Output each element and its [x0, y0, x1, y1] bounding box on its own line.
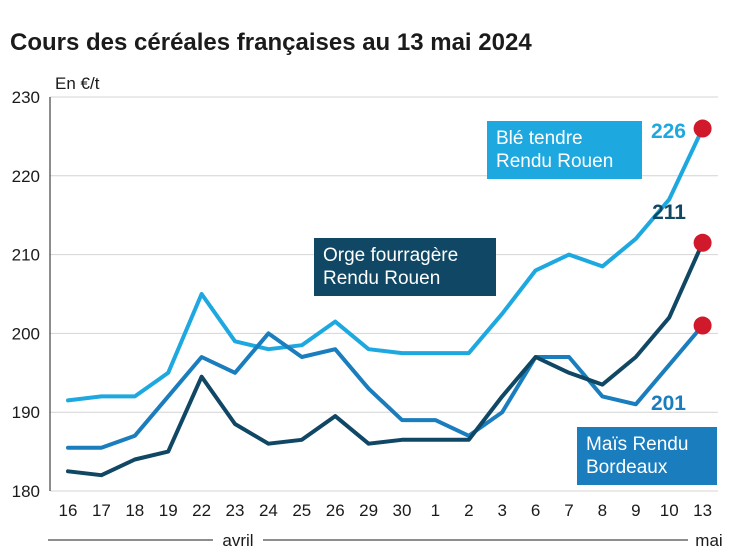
- x-tick-label: 8: [598, 501, 607, 520]
- x-tick-label: 29: [359, 501, 378, 520]
- series-name-line: Orge fourragère: [323, 245, 458, 266]
- series-name-line: Rendu Rouen: [496, 151, 613, 172]
- x-tick-label: 22: [192, 501, 211, 520]
- series-end-dot-2: [693, 316, 712, 335]
- x-tick-label: 23: [226, 501, 245, 520]
- x-tick-label: 30: [393, 501, 412, 520]
- y-tick-label: 180: [12, 482, 40, 501]
- series-name-line: Bordeaux: [586, 457, 668, 478]
- chart-title: Cours des céréales françaises au 13 mai …: [10, 29, 532, 56]
- y-tick-label: 200: [12, 324, 40, 343]
- x-tick-label: 17: [92, 501, 111, 520]
- series-name-line: Blé tendre: [496, 128, 583, 149]
- series-end-dot-1: [693, 233, 712, 252]
- x-tick-label: 9: [631, 501, 640, 520]
- series-end-value-2: 201: [651, 392, 686, 415]
- x-tick-label: 1: [431, 501, 440, 520]
- y-axis-ticks: 180 190 200 210 220 230: [12, 88, 40, 501]
- y-tick-label: 230: [12, 88, 40, 107]
- month-axis: avril mai: [48, 531, 723, 550]
- series-line-2: [66, 323, 705, 450]
- x-tick-label: 6: [531, 501, 540, 520]
- x-tick-label: 24: [259, 501, 278, 520]
- x-tick-label: 10: [660, 501, 679, 520]
- month-label-may: mai: [695, 531, 722, 550]
- series-end-dot-0: [693, 119, 712, 138]
- y-axis-unit-label: En €/t: [55, 74, 100, 93]
- x-tick-label: 19: [159, 501, 178, 520]
- x-tick-label: 25: [292, 501, 311, 520]
- series-name-box-1: [314, 238, 496, 296]
- x-tick-label: 16: [59, 501, 78, 520]
- series-name-box-2: [577, 427, 717, 485]
- series-line-0: [66, 126, 705, 403]
- x-tick-label: 18: [125, 501, 144, 520]
- y-tick-label: 220: [12, 167, 40, 186]
- series-end-value-0: 226: [651, 120, 686, 143]
- series-end-value-1: 211: [652, 201, 686, 224]
- series-name-box-0: [487, 121, 642, 179]
- series-name-line: Maïs Rendu: [586, 434, 688, 455]
- month-label-april: avril: [222, 531, 253, 550]
- y-tick-label: 210: [12, 246, 40, 265]
- x-tick-label: 3: [497, 501, 506, 520]
- series-lines: [66, 126, 705, 478]
- gridlines: [49, 96, 718, 492]
- series-name-line: Rendu Rouen: [323, 268, 440, 289]
- x-tick-label: 2: [464, 501, 473, 520]
- x-tick-label: 26: [326, 501, 345, 520]
- x-axis-ticks: 16 17 18 19 22 23 24 25 26 29 30 1 2 3 6 7 8 9 10 13: [59, 501, 713, 520]
- series-line-1: [66, 240, 705, 478]
- x-tick-label: 7: [564, 501, 573, 520]
- series-end-markers: [693, 119, 712, 335]
- y-tick-label: 190: [12, 403, 40, 422]
- x-tick-label: 13: [693, 501, 712, 520]
